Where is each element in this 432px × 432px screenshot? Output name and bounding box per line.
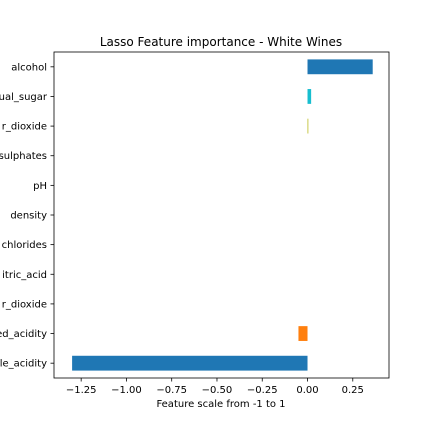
bar-residual-sugar [307, 89, 312, 104]
x-tick-label: −1.25 [66, 385, 97, 396]
y-tick-label: density [10, 211, 47, 222]
x-tick-label: −0.75 [156, 385, 187, 396]
y-tick-label: itric_acid [2, 270, 47, 281]
x-axis-label: Feature scale from -1 to 1 [156, 399, 285, 410]
y-tick-label: ual_sugar [0, 92, 48, 103]
x-tick-label: −1.00 [111, 385, 142, 396]
x-tick-label: 0.00 [296, 385, 318, 396]
x-tick-label: 0.25 [342, 385, 364, 396]
y-tick-label: ed_acidity [0, 329, 47, 340]
y-axis-ticks: alcohol ual_sugar r_dioxide sulphates pH dens… [0, 62, 54, 370]
x-tick-label: −0.50 [202, 385, 233, 396]
chart-title: Lasso Feature importance - White Wines [100, 35, 342, 49]
bar-free-sulfur-dioxide [307, 118, 309, 134]
y-tick-label: pH [33, 181, 47, 192]
y-tick-label: r_dioxide [2, 122, 47, 133]
bar-fixed-acidity [298, 326, 308, 341]
bar-alcohol [307, 59, 373, 75]
plot-frame [53, 51, 390, 379]
bar-volatile-acidity [72, 355, 308, 371]
y-tick-label: r_dioxide [2, 299, 47, 310]
y-tick-label: chlorides [2, 240, 47, 251]
y-tick-label: sulphates [0, 151, 47, 162]
y-tick-label: alcohol [11, 62, 47, 73]
y-tick-label: le_acidity [0, 359, 47, 370]
x-axis-ticks: −1.25 −1.00 −0.75 −0.50 −0.25 0.00 0.25 [66, 378, 364, 396]
bars-group [72, 59, 373, 371]
x-tick-label: −0.25 [247, 385, 278, 396]
